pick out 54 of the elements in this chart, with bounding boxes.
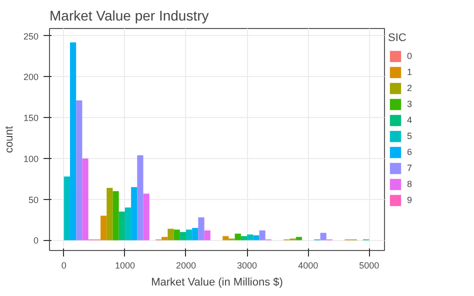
x-tick-label: 4000 — [298, 260, 318, 270]
legend-label: 4 — [407, 115, 414, 125]
legend-label: 3 — [407, 99, 414, 109]
legend-label: 7 — [407, 163, 414, 173]
bar — [253, 235, 260, 240]
bar — [124, 208, 132, 240]
x-tick-label: 3000 — [237, 260, 258, 270]
bar — [143, 194, 150, 240]
bar — [106, 188, 113, 240]
bar — [234, 234, 241, 240]
legend-label: 6 — [407, 147, 414, 157]
bar — [82, 158, 88, 240]
x-tick-label: 1000 — [114, 260, 135, 270]
bar — [100, 216, 107, 240]
bar — [64, 176, 70, 240]
y-tick-label: 0 — [33, 236, 39, 246]
chart-title: Market Value per Industry — [50, 8, 209, 24]
bar — [192, 228, 198, 240]
bar — [131, 187, 138, 240]
bar — [240, 236, 248, 240]
bar — [204, 230, 210, 240]
y-tick-label: 250 — [23, 31, 39, 42]
bar — [180, 232, 186, 240]
legend-label: 0 — [407, 51, 414, 61]
bar — [162, 236, 168, 240]
bar — [259, 230, 266, 240]
bar — [222, 236, 229, 240]
y-tick-label: 200 — [23, 72, 39, 82]
x-tick-label: 0 — [61, 260, 66, 270]
legend-label: 9 — [407, 195, 414, 205]
bar — [320, 232, 326, 240]
bar — [137, 155, 144, 240]
y-tick-label: 150 — [23, 113, 39, 124]
y-tick-label: 50 — [28, 194, 39, 205]
bar — [76, 100, 82, 240]
x-tick-label: 2000 — [176, 260, 196, 270]
bar — [112, 191, 119, 240]
x-axis-title: Market Value (in Millions $) — [151, 276, 283, 288]
bar — [198, 217, 204, 240]
bar — [296, 236, 302, 240]
legend-label: 2 — [407, 83, 414, 93]
bar — [168, 228, 174, 240]
y-tick-label: 100 — [23, 154, 39, 164]
x-tick-label: 5000 — [359, 260, 380, 270]
bar — [174, 230, 180, 240]
bar — [118, 212, 125, 240]
bar — [70, 42, 76, 240]
legend-label: 5 — [407, 131, 414, 141]
y-axis-title: count — [3, 126, 16, 153]
legend-title: SIC — [388, 32, 408, 44]
legend-label: 1 — [407, 67, 414, 77]
bar — [186, 230, 192, 240]
legend-label: 8 — [407, 179, 414, 189]
bar — [247, 234, 254, 240]
